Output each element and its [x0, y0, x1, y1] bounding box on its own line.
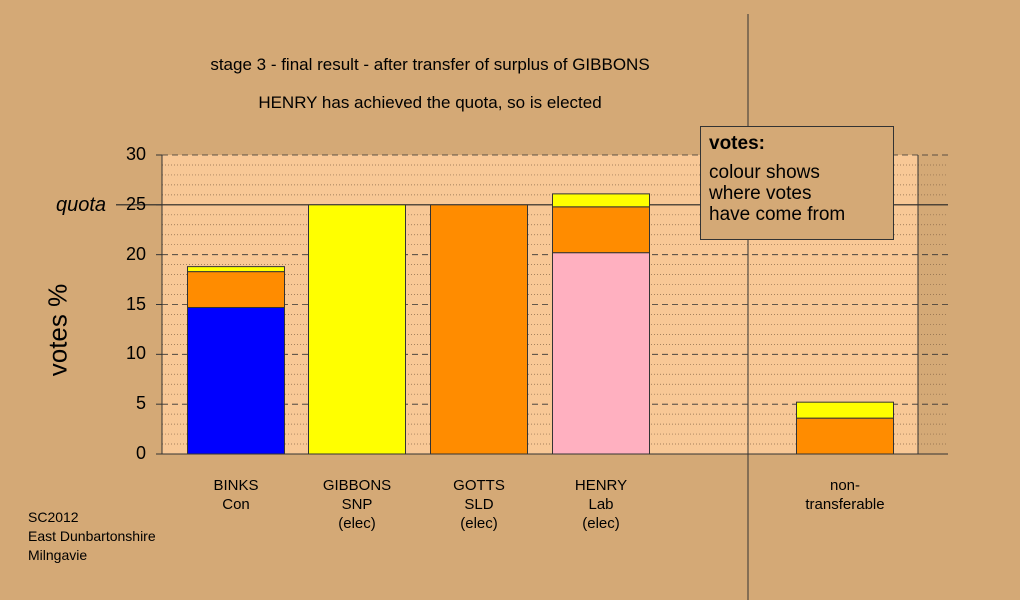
- bar-binks: [187, 266, 285, 455]
- y-tick-label: 10: [125, 343, 146, 364]
- category-label: GOTTS SLD (elec): [453, 477, 505, 532]
- bar-henry: [552, 193, 650, 455]
- y-tick-label: 0: [135, 443, 146, 463]
- legend-line: where votes: [709, 183, 812, 204]
- bar-segment: [552, 206, 650, 254]
- legend-line: have come from: [709, 204, 846, 225]
- y-tick-label: 15: [125, 293, 146, 314]
- bar-gibbons: [308, 204, 406, 455]
- bar-segment: [796, 417, 894, 455]
- chart-title: stage 3 - final result - after transfer …: [210, 55, 650, 74]
- bar-segment: [187, 271, 285, 308]
- y-tick-label: 25: [125, 193, 146, 214]
- bar-gotts: [430, 204, 528, 455]
- bar-segment: [552, 193, 650, 208]
- bar-segment: [187, 266, 285, 273]
- category-label: BINKS Con: [213, 477, 259, 513]
- y-tick-label: 5: [135, 393, 146, 414]
- category-label: HENRY Lab (elec): [574, 477, 628, 532]
- y-tick-label: 30: [125, 144, 146, 164]
- bar-segment: [430, 204, 528, 455]
- bar-segment: [187, 306, 285, 455]
- legend: votes: colour shows where votes have com…: [700, 126, 894, 240]
- category-label: GIBBONS SNP (elec): [322, 477, 392, 532]
- bar-segment: [552, 252, 650, 455]
- footer-line: Milngavie: [28, 547, 88, 563]
- bar-segment: [796, 401, 894, 419]
- bar-non: [796, 401, 894, 455]
- category-label: non-transferable: [805, 477, 885, 513]
- bar-segment: [308, 204, 406, 455]
- legend-line: colour shows: [709, 162, 820, 183]
- quota-label: quota: [56, 194, 107, 216]
- footer: SC2012 East Dunbartonshire Milngavie: [28, 508, 156, 565]
- footer-line: East Dunbartonshire: [28, 528, 156, 544]
- footer-line: SC2012: [28, 509, 79, 525]
- legend-title: votes:: [709, 133, 765, 154]
- chart-subtitle: HENRY has achieved the quota, so is elec…: [258, 93, 602, 112]
- y-axis-label: votes %: [42, 283, 73, 377]
- y-tick-label: 20: [125, 243, 146, 264]
